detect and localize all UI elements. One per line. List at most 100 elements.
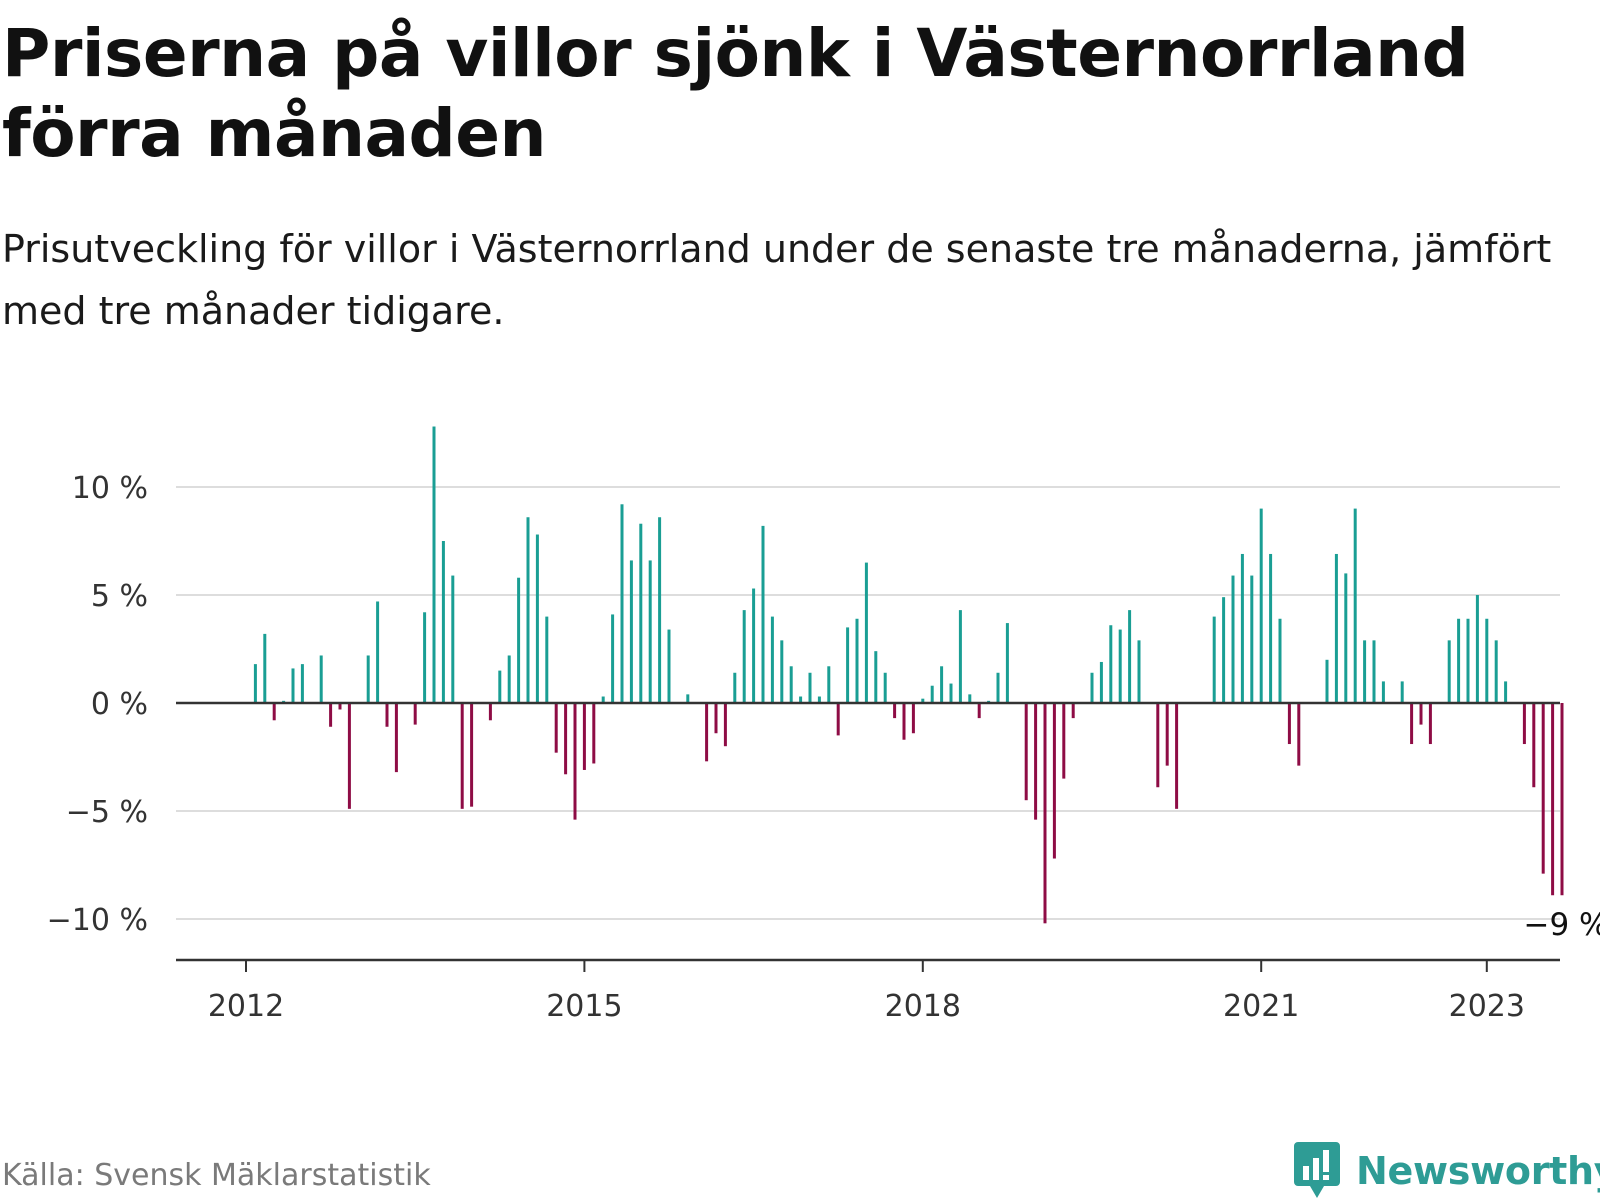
bar-negative bbox=[1541, 703, 1545, 874]
bar-positive bbox=[545, 616, 549, 703]
bar-positive bbox=[1250, 575, 1254, 703]
bar-positive bbox=[620, 504, 624, 703]
y-tick-label: −10 % bbox=[47, 903, 148, 938]
bar-positive bbox=[780, 640, 784, 703]
bar-positive bbox=[1494, 640, 1498, 703]
bar-positive bbox=[958, 610, 962, 703]
bar-positive bbox=[639, 523, 643, 703]
bar-negative bbox=[338, 703, 342, 710]
bar-negative bbox=[1419, 703, 1423, 725]
bar-negative bbox=[1560, 703, 1564, 896]
bar-positive bbox=[1269, 553, 1273, 703]
y-tick-label: 0 % bbox=[91, 687, 148, 722]
bar-negative bbox=[592, 703, 596, 764]
bar-negative bbox=[347, 703, 351, 809]
bar-positive bbox=[601, 696, 605, 703]
bar-positive bbox=[253, 664, 257, 703]
bar-positive bbox=[1372, 640, 1376, 703]
bar-positive bbox=[855, 618, 859, 703]
bar-positive bbox=[441, 541, 445, 703]
bar-positive bbox=[648, 560, 652, 703]
x-tick-label: 2018 bbox=[885, 989, 961, 1024]
gridlines bbox=[176, 486, 1560, 920]
bar-positive bbox=[1118, 629, 1122, 703]
bar-positive bbox=[883, 672, 887, 703]
bar-positive bbox=[1363, 640, 1367, 703]
bar-positive bbox=[817, 696, 821, 703]
bar-positive bbox=[263, 633, 267, 703]
bar-positive bbox=[921, 698, 925, 703]
chart-subtitle: Prisutveckling för villor i Västernorrla… bbox=[2, 227, 1552, 333]
bar-negative bbox=[1175, 703, 1179, 809]
bar-positive bbox=[1128, 610, 1132, 703]
bar-positive bbox=[686, 694, 690, 703]
bar-positive bbox=[874, 651, 878, 703]
bar-negative bbox=[1522, 703, 1526, 745]
bar-positive bbox=[629, 560, 633, 703]
bar-positive bbox=[1381, 681, 1385, 703]
bar-positive bbox=[423, 612, 427, 703]
bar-positive bbox=[1259, 508, 1263, 703]
bar-positive bbox=[742, 610, 746, 703]
bars bbox=[253, 426, 1564, 924]
bar-chart: 10 % 5 % 0 % −5 % −10 % 2012 2015 2018 2021 2023… bbox=[47, 426, 1600, 1024]
bar-positive bbox=[1485, 618, 1489, 703]
bar-negative bbox=[1043, 703, 1047, 924]
bar-positive bbox=[1325, 659, 1329, 703]
bar-positive bbox=[300, 664, 304, 703]
bar-positive bbox=[432, 426, 436, 703]
bar-positive bbox=[996, 672, 1000, 703]
bar-negative bbox=[1297, 703, 1301, 766]
bar-positive bbox=[366, 655, 370, 703]
bar-positive bbox=[949, 683, 953, 703]
bar-positive bbox=[1090, 672, 1094, 703]
bar-positive bbox=[667, 629, 671, 703]
bar-positive bbox=[611, 614, 615, 703]
bar-positive bbox=[1005, 623, 1009, 703]
bar-negative bbox=[902, 703, 906, 740]
bar-negative bbox=[470, 703, 474, 807]
source-credit: Källa: Svensk Mäklarstatistik bbox=[2, 1158, 431, 1193]
bar-positive bbox=[1099, 661, 1103, 703]
bar-positive bbox=[864, 562, 868, 703]
bar-positive bbox=[1344, 573, 1348, 703]
bar-negative bbox=[714, 703, 718, 734]
bar-negative bbox=[1165, 703, 1169, 766]
bar-negative bbox=[564, 703, 568, 775]
bar-positive bbox=[789, 666, 793, 703]
bar-positive bbox=[1400, 681, 1404, 703]
bar-negative bbox=[705, 703, 709, 762]
bar-negative bbox=[460, 703, 464, 809]
bar-positive bbox=[1212, 616, 1216, 703]
bar-positive bbox=[1278, 618, 1282, 703]
bar-positive bbox=[1231, 575, 1235, 703]
y-tick-label: 10 % bbox=[72, 471, 148, 506]
bar-negative bbox=[977, 703, 981, 719]
last-value-label: −9 % bbox=[1523, 907, 1600, 943]
bar-negative bbox=[582, 703, 586, 770]
bar-negative bbox=[1410, 703, 1414, 745]
chart-title: Priserna på villor sjönk i Västernorrlan… bbox=[2, 15, 1469, 172]
newsworthy-logo[interactable]: Newsworthy bbox=[1292, 1140, 1600, 1202]
bar-negative bbox=[1156, 703, 1160, 788]
bar-positive bbox=[1334, 553, 1338, 703]
logo-wordmark: Newsworthy bbox=[1356, 1149, 1600, 1193]
bar-positive bbox=[1222, 597, 1226, 703]
bar-positive bbox=[1466, 618, 1470, 703]
bar-negative bbox=[911, 703, 915, 734]
bar-positive bbox=[968, 694, 972, 703]
bar-positive bbox=[517, 577, 521, 703]
x-tick-label: 2015 bbox=[546, 989, 622, 1024]
bar-positive bbox=[752, 588, 756, 703]
bar-negative bbox=[329, 703, 333, 727]
bar-positive bbox=[1353, 508, 1357, 703]
bar-negative bbox=[573, 703, 577, 820]
bar-positive bbox=[535, 534, 539, 703]
bar-positive bbox=[451, 575, 455, 703]
bar-negative bbox=[1532, 703, 1536, 788]
bar-positive bbox=[770, 616, 774, 703]
bar-negative bbox=[413, 703, 417, 725]
bar-positive bbox=[930, 685, 934, 703]
bar-positive bbox=[319, 655, 323, 703]
bar-positive bbox=[1504, 681, 1508, 703]
